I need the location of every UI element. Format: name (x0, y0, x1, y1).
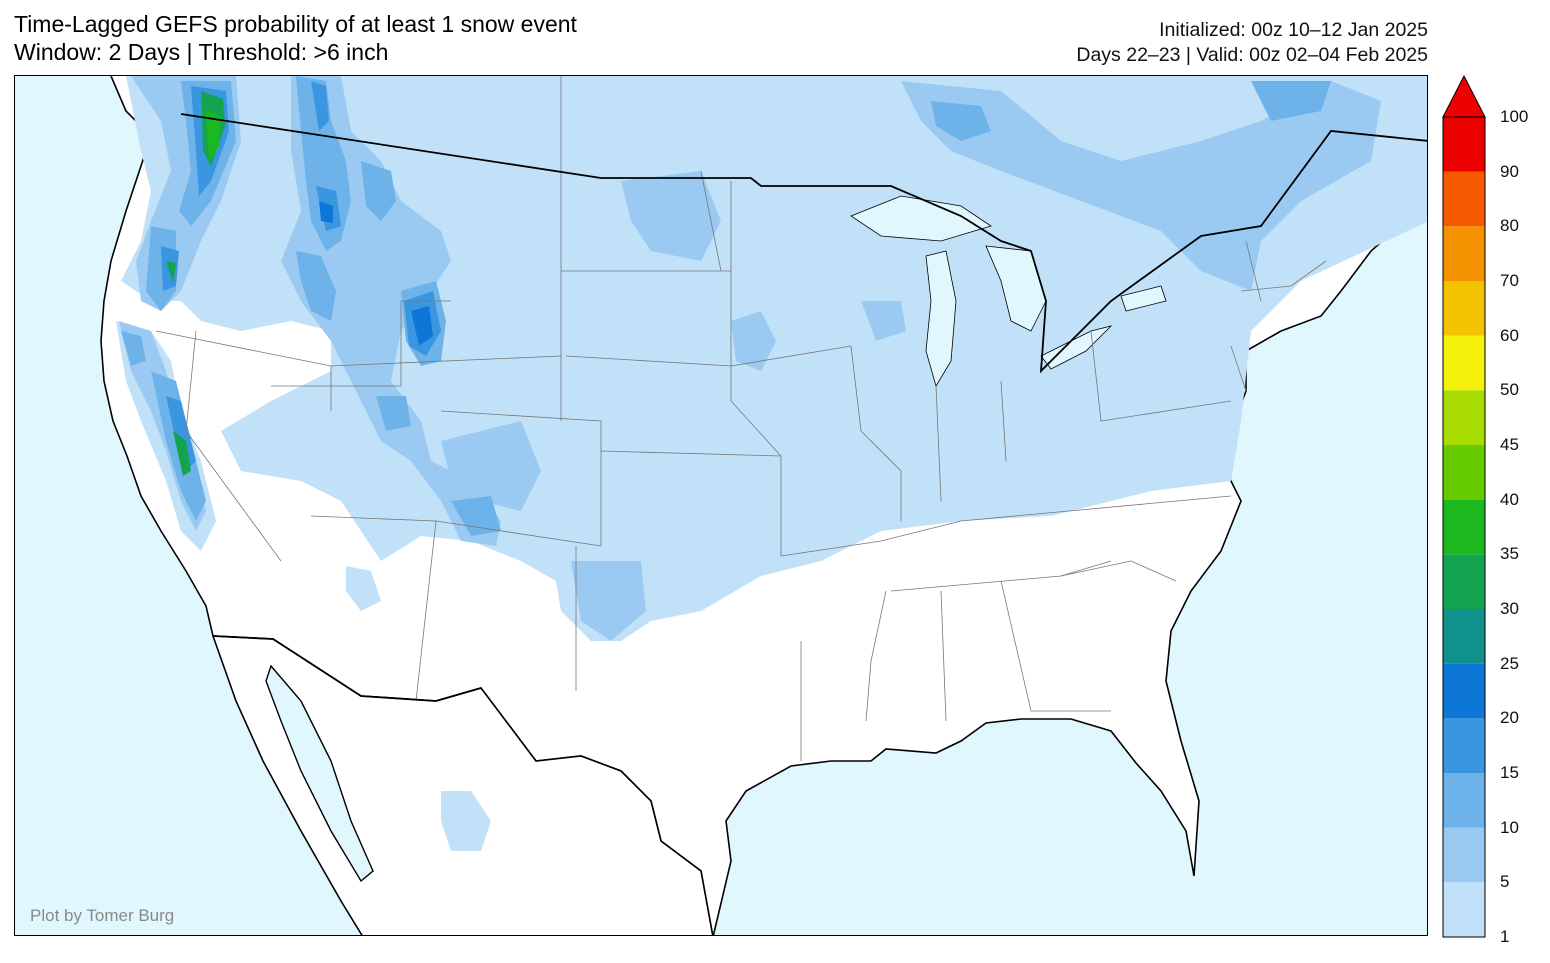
colorbar-box (1443, 882, 1485, 937)
lake-erie (1040, 325, 1113, 370)
colorbar-box (1443, 499, 1485, 555)
colorbar-box (1443, 281, 1485, 336)
initialized-text: Initialized: 00z 10–12 Jan 2025 (1159, 19, 1428, 41)
colorbar-extend-arrow (1442, 74, 1486, 118)
map-title: Time-Lagged GEFS probability of at least… (14, 10, 577, 66)
colorbar-box (1443, 773, 1485, 828)
colorbar-tick-label: 50 (1500, 380, 1519, 400)
colorbar-tick-label: 15 (1500, 763, 1519, 782)
colorbar-tick-label: 30 (1500, 599, 1519, 618)
colorbar-box (1443, 609, 1485, 664)
colorbar-tick-label: 1 (1500, 927, 1510, 946)
lake-ontario (1120, 285, 1167, 312)
colorbar-tick-label: 45 (1500, 435, 1519, 454)
map-canvas (100, 76, 1427, 935)
colorbar-tick-label: 40 (1500, 489, 1519, 509)
colorbar-tick-label: 20 (1500, 708, 1519, 728)
colorbar-box (1443, 117, 1485, 172)
colorbar-tick-label: 35 (1500, 544, 1519, 564)
colorbar-box (1443, 554, 1485, 609)
colorbar-tick-label: 80 (1500, 216, 1519, 236)
colorbar-box (1443, 718, 1485, 773)
colorbar-tick-label: 60 (1500, 325, 1519, 345)
colorbar-tick-label: 100 (1500, 107, 1529, 126)
lake-michigan (925, 250, 957, 387)
colorbar-tick-label: 25 (1500, 653, 1519, 673)
colorbar-box (1443, 226, 1485, 281)
colorbar-box (1443, 335, 1485, 391)
credit-text: Plot by Tomer Burg (30, 906, 175, 925)
lake-superior (850, 195, 992, 242)
colorbar-box (1443, 171, 1485, 227)
colorbar-box (1443, 827, 1485, 883)
great-lakes (850, 195, 1167, 387)
colorbar-outline (1442, 116, 1486, 938)
colorbar-tick-label: 70 (1500, 271, 1519, 290)
map-panel (14, 75, 1428, 936)
valid-text: Days 22–23 | Valid: 00z 02–04 Feb 2025 (1076, 44, 1428, 66)
title-line-2: Window: 2 Days | Threshold: >6 inch (14, 39, 389, 65)
colorbar-box (1443, 445, 1485, 500)
colorbar-box (1443, 390, 1485, 445)
gulf-of-california (265, 664, 374, 883)
colorbar-tick-label: 90 (1500, 161, 1519, 181)
state-borders (155, 76, 1327, 761)
country-borders (180, 113, 1427, 702)
colorbar-boxes (1443, 117, 1485, 937)
title-line-1: Time-Lagged GEFS probability of at least… (14, 11, 577, 37)
colorbar-box (1443, 663, 1485, 719)
colorbar-tick-label: 10 (1500, 817, 1519, 837)
colorbar-tick-label: 5 (1500, 872, 1510, 892)
colorbar (1442, 74, 1486, 938)
run-info: Initialized: 00z 10–12 Jan 2025 Days 22–… (1076, 18, 1428, 68)
